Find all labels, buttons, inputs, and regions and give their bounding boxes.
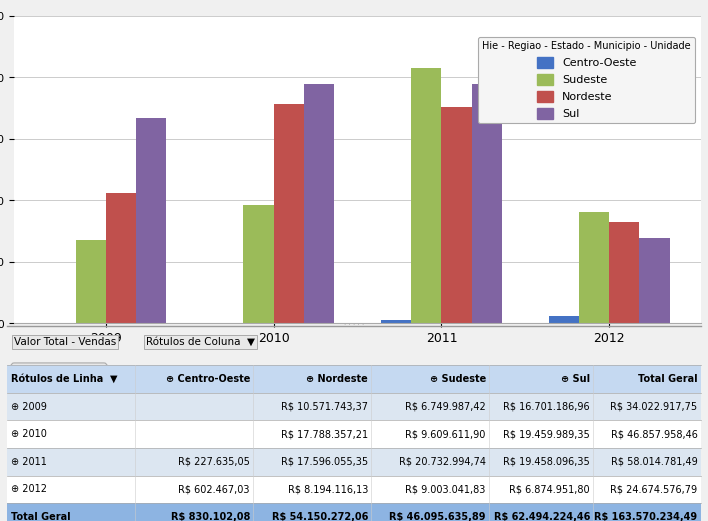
Text: R$ 46.857.958,46: R$ 46.857.958,46 [610, 429, 697, 439]
Bar [639, 239, 670, 323]
Bar [7, 476, 701, 503]
Bar [244, 205, 273, 323]
Text: R$ 17.596.055,35: R$ 17.596.055,35 [281, 457, 368, 467]
Text: R$ 46.095.635,89: R$ 46.095.635,89 [389, 512, 486, 521]
Bar [304, 84, 334, 323]
Text: ⊕ Sudeste: ⊕ Sudeste [430, 374, 486, 384]
Text: ⊕ 2011: ⊕ 2011 [11, 457, 47, 467]
Bar [76, 240, 105, 323]
Text: Valor Total - Vendas: Valor Total - Vendas [14, 337, 116, 347]
Bar [7, 420, 701, 448]
Text: Hie - Ano - Mes ▼: Hie - Ano - Mes ▼ [14, 366, 104, 376]
Text: R$ 9.609.611,90: R$ 9.609.611,90 [406, 429, 486, 439]
Bar [7, 393, 701, 420]
Text: Total Geral: Total Geral [638, 374, 697, 384]
Bar [472, 84, 502, 323]
Bar [7, 503, 701, 521]
Text: R$ 24.674.576,79: R$ 24.674.576,79 [610, 485, 697, 494]
Text: R$ 19.459.989,35: R$ 19.459.989,35 [503, 429, 590, 439]
Text: R$ 16.701.186,96: R$ 16.701.186,96 [503, 402, 590, 412]
Text: R$ 227.635,05: R$ 227.635,05 [178, 457, 250, 467]
Text: Rótulos de Linha  ▼: Rótulos de Linha ▼ [11, 374, 117, 384]
Bar [579, 213, 610, 323]
Text: R$ 34.022.917,75: R$ 34.022.917,75 [610, 402, 697, 412]
Text: Total Geral: Total Geral [11, 512, 70, 521]
Text: R$ 19.458.096,35: R$ 19.458.096,35 [503, 457, 590, 467]
Bar [105, 193, 136, 323]
Text: R$ 163.570.234,49: R$ 163.570.234,49 [594, 512, 697, 521]
Text: R$ 602.467,03: R$ 602.467,03 [178, 485, 250, 494]
Bar [273, 104, 304, 323]
Text: ⊕ Sul: ⊕ Sul [561, 374, 590, 384]
Text: R$ 54.150.272,06: R$ 54.150.272,06 [271, 512, 368, 521]
Text: R$ 58.014.781,49: R$ 58.014.781,49 [611, 457, 697, 467]
Text: R$ 10.571.743,37: R$ 10.571.743,37 [281, 402, 368, 412]
Text: R$ 17.788.357,21: R$ 17.788.357,21 [281, 429, 368, 439]
Text: ⊕ Centro-Oeste: ⊕ Centro-Oeste [166, 374, 250, 384]
Bar [549, 316, 579, 323]
Text: R$ 8.194.116,13: R$ 8.194.116,13 [287, 485, 368, 494]
Legend: Centro-Oeste, Sudeste, Nordeste, Sul: Centro-Oeste, Sudeste, Nordeste, Sul [478, 36, 695, 123]
Text: ⊕ Nordeste: ⊕ Nordeste [306, 374, 368, 384]
Text: R$ 6.874.951,80: R$ 6.874.951,80 [509, 485, 590, 494]
Bar [411, 68, 442, 323]
Text: · · · · ·: · · · · · [344, 321, 364, 328]
Text: ⊕ 2010: ⊕ 2010 [11, 429, 47, 439]
Text: R$ 6.749.987,42: R$ 6.749.987,42 [405, 402, 486, 412]
Bar [7, 365, 701, 393]
Text: R$ 62.494.224,46: R$ 62.494.224,46 [493, 512, 590, 521]
Text: Rótulos de Coluna  ▼: Rótulos de Coluna ▼ [146, 337, 255, 347]
Text: R$ 9.003.041,83: R$ 9.003.041,83 [406, 485, 486, 494]
Bar [381, 320, 411, 323]
Text: ⊕ 2012: ⊕ 2012 [11, 485, 47, 494]
Bar [610, 222, 639, 323]
Bar [7, 448, 701, 476]
Text: ⊕ 2009: ⊕ 2009 [11, 402, 47, 412]
Text: R$ 830.102,08: R$ 830.102,08 [171, 512, 250, 521]
Text: R$ 20.732.994,74: R$ 20.732.994,74 [399, 457, 486, 467]
Bar [136, 118, 166, 323]
Bar [442, 107, 472, 323]
